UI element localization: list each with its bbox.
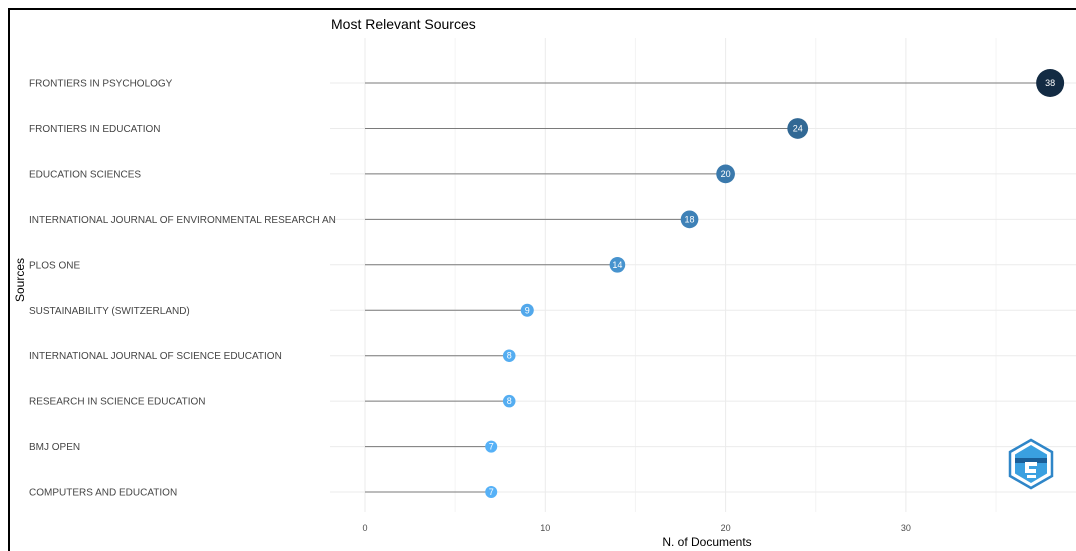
y-axis-title: Sources	[13, 258, 27, 302]
point-value-label: 9	[525, 305, 530, 315]
source-label: INTERNATIONAL JOURNAL OF SCIENCE EDUCATI…	[29, 351, 282, 362]
lollipop-point	[485, 440, 498, 453]
x-tick-label: 10	[540, 523, 550, 533]
grid-layer	[330, 38, 1076, 512]
source-label: FRONTIERS IN PSYCHOLOGY	[29, 79, 173, 90]
lollipop-point	[609, 256, 626, 273]
point-value-label: 24	[793, 123, 803, 133]
series-layer: 38 24 20 18 14 9 8 8 7 7	[365, 69, 1065, 499]
source-label: COMPUTERS AND EDUCATION	[29, 488, 177, 499]
lollipop-point	[680, 210, 699, 229]
source-label: EDUCATION SCIENCES	[29, 169, 141, 180]
y-label-layer: FRONTIERS IN PSYCHOLOGY FRONTIERS IN EDUC…	[29, 79, 336, 499]
x-tick-layer: 0 10 20 30	[362, 523, 910, 533]
chart-frame	[8, 8, 1076, 551]
x-axis-title: N. of Documents	[662, 535, 751, 549]
lollipop-point	[502, 349, 516, 362]
point-value-label: 14	[612, 260, 622, 270]
bibliometrix-logo-icon	[1008, 438, 1054, 490]
x-tick-label: 30	[901, 523, 911, 533]
source-label: INTERNATIONAL JOURNAL OF ENVIRONMENTAL R…	[29, 215, 336, 226]
point-value-label: 7	[489, 487, 494, 497]
lollipop-point	[716, 164, 735, 184]
point-value-label: 7	[489, 442, 494, 452]
lollipop-point	[1036, 69, 1065, 97]
lollipop-point	[485, 486, 498, 499]
point-value-label: 18	[685, 214, 695, 224]
x-tick-label: 0	[362, 523, 367, 533]
source-label: SUSTAINABILITY (SWITZERLAND)	[29, 306, 190, 317]
point-value-label: 8	[507, 396, 512, 406]
chart-title: Most Relevant Sources	[331, 16, 476, 32]
point-value-label: 38	[1045, 78, 1055, 88]
lollipop-point	[787, 118, 809, 139]
point-value-label: 20	[721, 169, 731, 179]
source-label: BMJ OPEN	[29, 442, 80, 453]
point-value-label: 8	[507, 351, 512, 361]
x-tick-label: 20	[721, 523, 731, 533]
source-label: PLOS ONE	[29, 260, 80, 271]
lollipop-point	[502, 394, 516, 408]
source-label: RESEARCH IN SCIENCE EDUCATION	[29, 397, 206, 408]
lollipop-point	[520, 303, 534, 317]
source-label: FRONTIERS IN EDUCATION	[29, 124, 160, 135]
